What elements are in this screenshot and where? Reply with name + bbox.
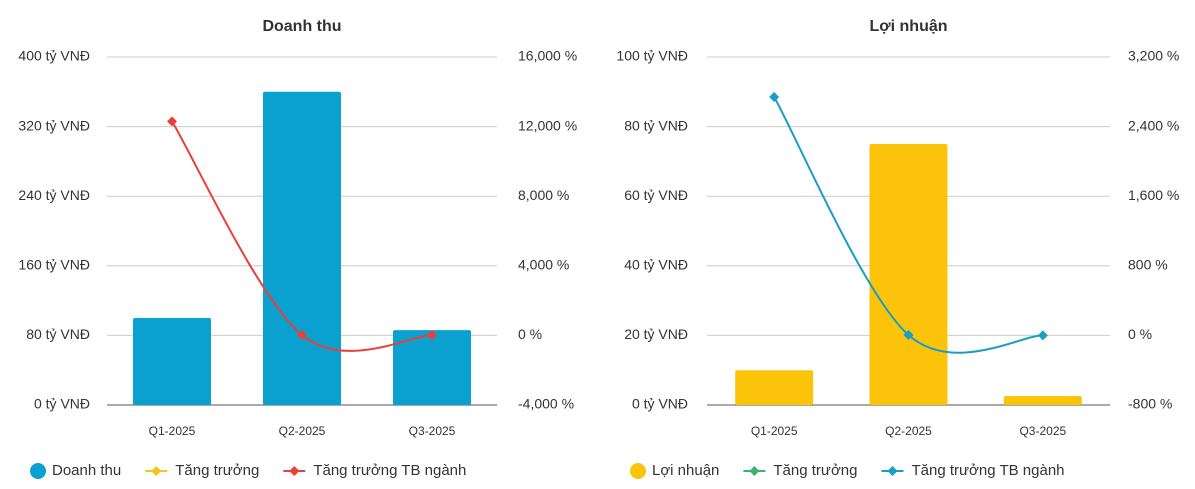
y-tick-label: 400 tỷ VNĐ: [18, 48, 90, 64]
bar: [735, 370, 814, 405]
y-tick-label: 40 tỷ VNĐ: [624, 257, 688, 273]
legend-label: Tăng trưởng TB ngành: [911, 462, 1064, 479]
x-tick-label: Q3-2025: [1019, 424, 1066, 438]
y-tick-label: 80 tỷ VNĐ: [26, 326, 90, 342]
legend-marker: [749, 466, 760, 476]
legend-label: Tăng trưởng TB ngành: [313, 462, 466, 479]
point: [427, 330, 437, 341]
y-tick-label: 60 tỷ VNĐ: [624, 187, 688, 203]
y2-tick-label: 8,000 %: [518, 187, 569, 203]
legend-marker: [630, 463, 646, 479]
y2-tick-label: 2,400 %: [1128, 117, 1179, 133]
bar: [1003, 395, 1082, 405]
x-tick-label: Q3-2025: [409, 424, 456, 438]
legend-marker: [289, 466, 300, 476]
point: [167, 116, 177, 127]
legend-label: Lợi nhuận: [652, 462, 719, 479]
legend-marker: [30, 463, 46, 479]
y-tick-label: 160 tỷ VNĐ: [18, 257, 90, 273]
legend-label: Tăng trưởng: [773, 462, 857, 479]
legend-marker: [151, 466, 162, 476]
chart-title: Lợi nhuận: [869, 18, 947, 35]
y-tick-label: 100 tỷ VNĐ: [616, 48, 688, 64]
y2-tick-label: -800 %: [1128, 396, 1172, 412]
y2-tick-label: 0 %: [518, 326, 542, 342]
legend-label: Tăng trưởng: [175, 462, 259, 479]
point: [297, 330, 307, 341]
y2-tick-label: 1,600 %: [1128, 187, 1179, 203]
legend-marker: [887, 466, 898, 476]
y-tick-label: 240 tỷ VNĐ: [18, 187, 90, 203]
chart-title: Doanh thu: [262, 18, 341, 35]
y2-tick-label: 4,000 %: [518, 257, 569, 273]
line: [773, 96, 1043, 354]
y2-tick-label: -4,000 %: [518, 396, 574, 412]
point: [769, 92, 780, 103]
x-tick-label: Q1-2025: [149, 424, 196, 438]
legend-label: Doanh thu: [52, 462, 121, 479]
bar: [393, 330, 471, 405]
y2-tick-label: 800 %: [1128, 257, 1168, 273]
y2-tick-label: 12,000 %: [518, 117, 577, 133]
bar: [869, 144, 948, 405]
y2-tick-label: 16,000 %: [518, 48, 577, 64]
point: [1037, 330, 1048, 341]
bar: [263, 91, 341, 406]
y2-tick-label: 3,200 %: [1128, 48, 1179, 64]
line: [171, 120, 433, 352]
x-tick-label: Q2-2025: [279, 424, 326, 438]
y-tick-label: 20 tỷ VNĐ: [624, 326, 688, 342]
x-tick-label: Q1-2025: [751, 424, 798, 438]
y2-tick-label: 0 %: [1128, 326, 1152, 342]
y-tick-label: 80 tỷ VNĐ: [624, 117, 688, 133]
bar: [133, 318, 211, 405]
y-tick-label: 0 tỷ VNĐ: [632, 396, 688, 412]
x-tick-label: Q2-2025: [885, 424, 932, 438]
point: [903, 329, 914, 340]
y-tick-label: 0 tỷ VNĐ: [34, 396, 90, 412]
y-tick-label: 320 tỷ VNĐ: [18, 117, 90, 133]
